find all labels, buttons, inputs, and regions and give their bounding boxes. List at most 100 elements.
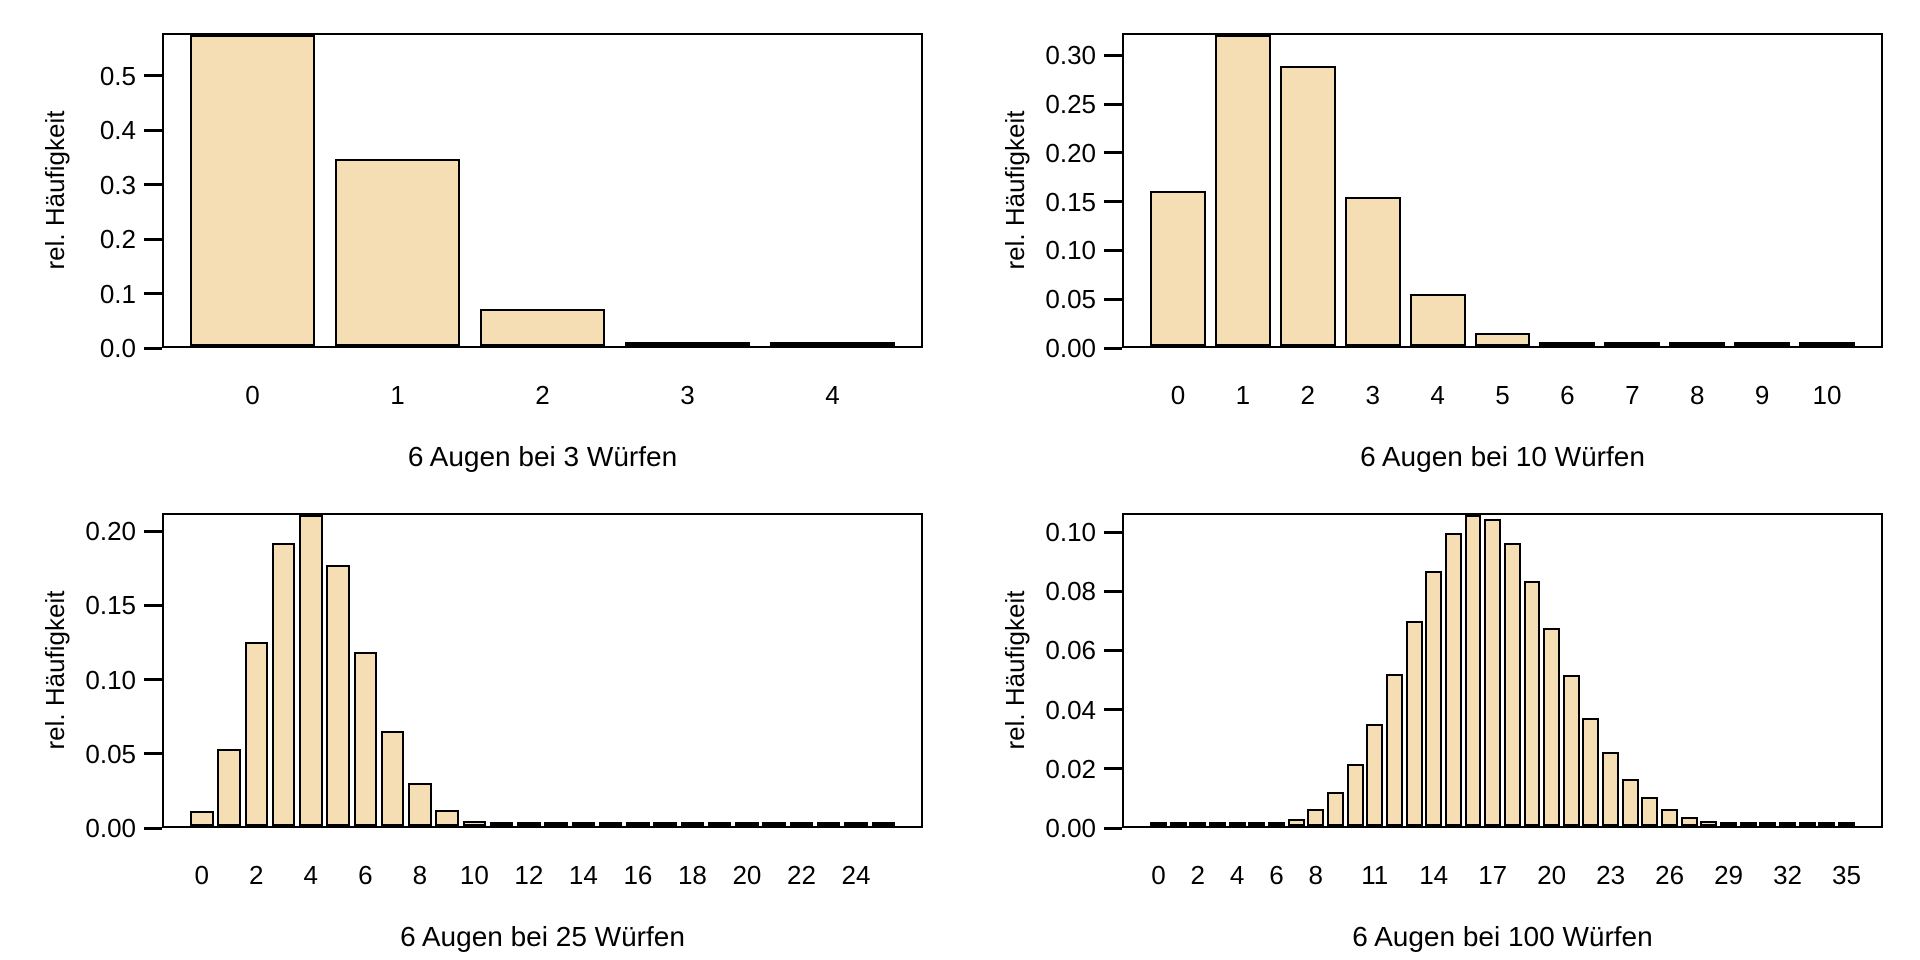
x-axis-tick-label: 0 [1170, 380, 1186, 410]
bar-x1 [1169, 822, 1187, 826]
x-axis-tick-label: 4 [1229, 860, 1245, 890]
y-axis-tick [144, 74, 162, 78]
bar-x6 [1267, 822, 1285, 826]
bar-x7 [1604, 342, 1661, 346]
bar-x18 [680, 822, 705, 826]
bar-x2 [1189, 822, 1207, 826]
bar-x24 [844, 822, 868, 826]
x-axis-tick-label: 18 [677, 860, 707, 890]
bar-x35 [1838, 822, 1855, 826]
y-axis-tick-label: 0.15 [1045, 186, 1096, 217]
bar-x4 [770, 342, 895, 346]
x-axis-tick-label: 12 [514, 860, 544, 890]
x-axis-tick-label: 11 [1361, 860, 1389, 890]
bar-x6 [1539, 342, 1596, 346]
bar-x0 [190, 810, 214, 826]
chart-panel-3-wuerfe: rel. Häufigkeit 6 Augen bei 3 Würfen 0.0… [0, 0, 960, 480]
x-axis-tick-label: 7 [1625, 380, 1640, 410]
y-axis-tick-label: 0.2 [99, 224, 136, 255]
bar-x30 [1739, 822, 1757, 826]
y-axis-tick [144, 529, 162, 533]
bar-x5 [1248, 822, 1266, 826]
chart-panel-25-wuerfe: rel. Häufigkeit 6 Augen bei 25 Würfen 0.… [0, 480, 960, 960]
y-axis-tick [1104, 53, 1122, 57]
bar-x14 [571, 822, 596, 826]
bar-x4 [299, 515, 323, 826]
y-axis-tick-label: 0.5 [99, 60, 136, 91]
x-axis-tick-label: 4 [825, 380, 840, 410]
bar-x21 [1562, 675, 1580, 826]
x-axis-tick-label: 20 [1537, 860, 1567, 890]
bar-x20 [1543, 627, 1561, 826]
bar-x0 [1150, 822, 1167, 826]
y-axis-tick [1104, 530, 1122, 534]
y-axis-tick-label: 0.20 [1045, 137, 1096, 168]
y-axis-tick-label: 0.00 [1045, 813, 1096, 843]
bar-x4 [1228, 822, 1246, 826]
bar-x24 [1621, 778, 1639, 826]
plot-area [162, 513, 923, 828]
y-axis-tick-label: 0.1 [99, 278, 136, 309]
bar-x1 [217, 749, 241, 826]
x-axis-tick-label: 8 [1308, 860, 1323, 890]
bar-x10 [1346, 763, 1364, 826]
x-axis-tick-label: 2 [249, 860, 264, 890]
bar-x3 [1208, 822, 1226, 826]
x-axis-tick-label: 1 [1235, 380, 1251, 410]
y-axis-tick-label: 0.00 [1045, 333, 1096, 363]
bar-x21 [762, 822, 786, 826]
y-axis-tick-label: 0.10 [1045, 235, 1096, 266]
y-axis-tick [144, 237, 162, 241]
bar-x23 [816, 822, 841, 826]
bar-x23 [1602, 752, 1620, 826]
chart-panel-100-wuerfe: rel. Häufigkeit 6 Augen bei 100 Würfen 0… [960, 480, 1920, 960]
bar-x9 [1734, 342, 1791, 346]
y-axis-tick-label: 0.05 [85, 738, 136, 769]
x-axis-tick-label: 3 [680, 380, 695, 410]
y-axis-tick-label: 0.10 [85, 664, 136, 695]
y-axis-tick-label: 0.15 [85, 590, 136, 621]
x-axis-tick-label: 8 [1689, 380, 1705, 410]
y-axis-tick [144, 826, 162, 830]
bar-x13 [1405, 620, 1423, 826]
bar-x7 [1287, 818, 1305, 826]
x-axis-tick-label: 14 [1419, 860, 1449, 890]
y-axis-tick-label: 0.30 [1045, 40, 1096, 71]
bar-x18 [1503, 542, 1521, 826]
bar-x1 [1214, 35, 1271, 346]
bar-x9 [435, 809, 459, 826]
x-axis-tick-label: 22 [787, 860, 816, 890]
x-axis-tick-label: 29 [1714, 860, 1744, 890]
bar-x8 [408, 783, 432, 826]
x-axis-tick-label: 4 [303, 860, 319, 890]
x-axis-tick-label: 26 [1655, 860, 1685, 890]
bar-x27 [1680, 816, 1698, 826]
y-axis-tick-label: 0.05 [1045, 284, 1096, 315]
bar-x9 [1326, 791, 1344, 826]
bar-x34 [1818, 822, 1836, 826]
x-axis-tick-label: 6 [1269, 860, 1284, 890]
bar-x28 [1700, 821, 1718, 826]
x-axis-tick-label: 0 [1151, 860, 1166, 890]
bar-x22 [1582, 717, 1600, 826]
bar-x11 [489, 822, 514, 826]
y-axis-tick-label: 0.3 [99, 169, 136, 200]
y-axis-tick [1104, 708, 1122, 712]
bar-x3 [625, 342, 750, 346]
x-axis-tick-label: 20 [732, 860, 762, 890]
bar-x10 [462, 820, 487, 826]
x-axis-tick-label: 14 [568, 860, 598, 890]
bar-x11 [1366, 723, 1384, 826]
y-axis-tick [1104, 297, 1122, 301]
x-axis-tick-label: 0 [245, 380, 260, 410]
bar-x8 [1669, 342, 1726, 346]
bar-x2 [480, 308, 605, 346]
x-axis-title: 6 Augen bei 100 Würfen [1352, 921, 1653, 952]
x-axis-tick-label: 2 [1300, 380, 1316, 410]
x-axis-tick-label: 1 [390, 380, 405, 410]
y-axis-tick [1104, 151, 1122, 155]
y-axis-tick [144, 678, 162, 682]
x-axis-tick-label: 17 [1478, 860, 1508, 890]
y-axis-tick-label: 0.04 [1045, 694, 1096, 725]
bar-x2 [1279, 66, 1336, 346]
